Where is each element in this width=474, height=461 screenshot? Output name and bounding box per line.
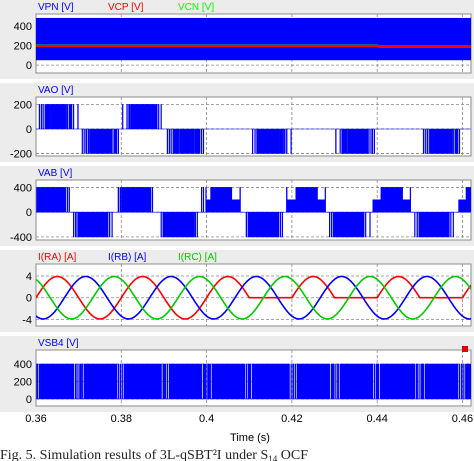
status-marker [462,346,468,352]
x-tick-4: 0.44 [366,413,387,425]
y-tick-vao-2: -200 [10,149,32,161]
panel-vao: VAO [V] 200 0 -200 [0,83,474,162]
y-tick-vab-1: 0 [26,207,32,219]
figure-caption: Fig. 5. Simulation results of 3L-qSBT²I … [0,448,308,461]
y-tick-vao-1: 0 [26,124,32,136]
y-tick-vpn-1: 200 [14,40,32,52]
y-tick-vpn-2: 0 [26,60,32,72]
legend-label-irc-0: I(RA) [A] [38,252,77,263]
legend-label-vpn-2: VCN [V] [178,2,214,13]
panel-vab-series [36,187,471,238]
legend-label-irc-2: I(RC) [A] [178,252,217,263]
series-irc-i-rc- [36,275,471,320]
x-tick-0: 0.36 [25,413,46,425]
y-tick-irc-1: 0 [26,293,32,305]
y-tick-vao-0: 200 [14,99,32,111]
caption-main: Fig. 5. Simulation results of 3L-qSBT²I … [0,448,268,461]
legend-label-vpn-1: VCP [V] [108,2,144,13]
panel-vsb4: VSB4 [V] 400 200 0 [0,336,474,412]
y-tick-vab-2: -400 [10,232,32,244]
legend-label-vpn-0: VPN [V] [38,2,74,13]
panel-vab: VAB [V] 400 0 -400 [0,166,474,246]
x-tick-3: 0.42 [281,413,302,425]
x-tick-1: 0.38 [111,413,132,425]
y-tick-vpn-0: 400 [14,21,32,33]
y-tick-vsb4-2: 0 [26,394,32,406]
y-tick-vsb4-1: 200 [14,377,32,389]
series-vpn-vpn [36,17,471,61]
panel-vpn: VPN [V] VCP [V] VCN [V] 400 200 0 [0,0,474,79]
legend-label-irc-1: I(RB) [A] [108,252,147,263]
x-tick-2: 0.4 [199,413,214,425]
series-vao-vao [36,104,471,154]
x-tick-5: 0.46 [452,413,473,425]
panel-irc: I(RA) [A] I(RB) [A] I(RC) [A] 4 0 -4 [0,250,474,332]
series-irc-i-ra- [36,275,471,320]
caption-subscript: 14 [268,454,278,461]
x-axis-label: Time (s) [230,432,270,444]
legend-label-vab-0: VAB [V] [38,168,72,179]
panel-vsb4-series [36,363,471,400]
panel-irc-series [36,275,471,320]
panel-vao-series [36,104,471,154]
y-tick-vsb4-0: 400 [14,359,32,371]
caption-tail: OCF [277,448,308,461]
y-tick-irc-0: 4 [26,271,32,283]
y-tick-vab-0: 400 [14,182,32,194]
x-axis: 0.36 0.38 0.4 0.42 0.44 0.46 [25,413,473,425]
y-tick-irc-2: -4 [22,314,32,326]
panel-vpn-series [36,17,471,61]
series-vab-vab [36,187,471,238]
legend-label-vsb4-0: VSB4 [V] [38,338,79,349]
legend-label-vao-0: VAO [V] [38,85,74,96]
series-vsb4-vsb4 [36,363,471,400]
